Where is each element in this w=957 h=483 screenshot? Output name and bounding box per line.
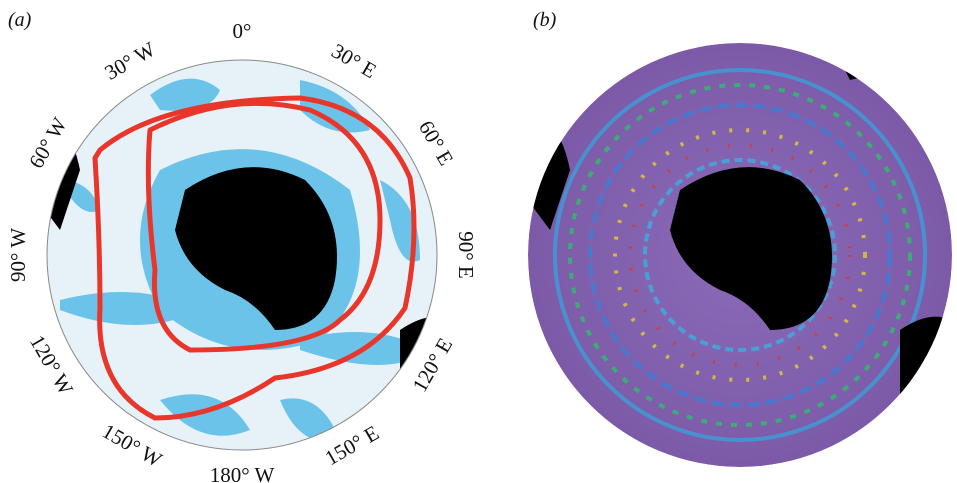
longitude-label: 60° E bbox=[414, 116, 459, 169]
longitude-label: 90° E bbox=[454, 231, 478, 278]
map-b bbox=[528, 43, 952, 467]
panel-label: (a) bbox=[8, 9, 32, 31]
longitude-label: 30° E bbox=[328, 39, 381, 84]
longitude-label: 60° W bbox=[24, 113, 72, 172]
longitude-label: 30° W bbox=[100, 37, 159, 85]
longitude-label: 180° W bbox=[210, 463, 275, 483]
map-a bbox=[47, 60, 437, 450]
longitude-label: 90° W bbox=[6, 228, 30, 282]
longitude-label: 0° bbox=[233, 19, 252, 43]
panel-label: (b) bbox=[533, 9, 557, 31]
